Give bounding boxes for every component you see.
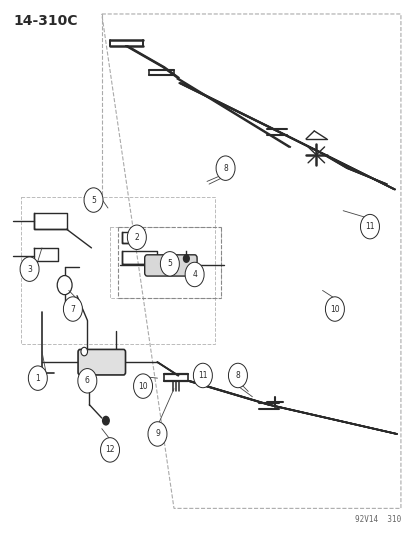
FancyBboxPatch shape <box>145 255 197 276</box>
Circle shape <box>28 366 47 390</box>
Circle shape <box>183 255 189 262</box>
Text: 92V14  310: 92V14 310 <box>354 515 400 524</box>
Circle shape <box>81 348 87 356</box>
Circle shape <box>133 374 152 398</box>
Circle shape <box>147 422 166 446</box>
Text: 2: 2 <box>134 233 139 242</box>
Text: 10: 10 <box>329 304 339 313</box>
Circle shape <box>216 156 235 180</box>
Circle shape <box>325 297 344 321</box>
Circle shape <box>20 257 39 281</box>
Circle shape <box>138 235 144 242</box>
Text: 5: 5 <box>167 260 172 268</box>
Circle shape <box>102 416 109 425</box>
Text: 14-310C: 14-310C <box>13 14 77 28</box>
Text: 12: 12 <box>105 446 114 455</box>
Circle shape <box>63 297 82 321</box>
Text: 10: 10 <box>138 382 147 391</box>
Text: 4: 4 <box>192 270 197 279</box>
Circle shape <box>127 225 146 249</box>
Text: 7: 7 <box>70 304 75 313</box>
Circle shape <box>185 262 204 287</box>
Text: 6: 6 <box>85 376 90 385</box>
Circle shape <box>84 188 103 212</box>
Text: 1: 1 <box>36 374 40 383</box>
Text: 5: 5 <box>91 196 96 205</box>
Text: 3: 3 <box>27 265 32 273</box>
Text: 8: 8 <box>223 164 228 173</box>
Text: 9: 9 <box>155 430 159 439</box>
Circle shape <box>57 276 72 295</box>
Circle shape <box>160 252 179 276</box>
Circle shape <box>360 214 379 239</box>
Text: 11: 11 <box>198 371 207 380</box>
Text: 8: 8 <box>235 371 240 380</box>
Circle shape <box>193 364 212 387</box>
Circle shape <box>78 368 97 393</box>
Circle shape <box>100 438 119 462</box>
Circle shape <box>228 364 247 387</box>
Text: 11: 11 <box>364 222 374 231</box>
FancyBboxPatch shape <box>78 350 125 375</box>
